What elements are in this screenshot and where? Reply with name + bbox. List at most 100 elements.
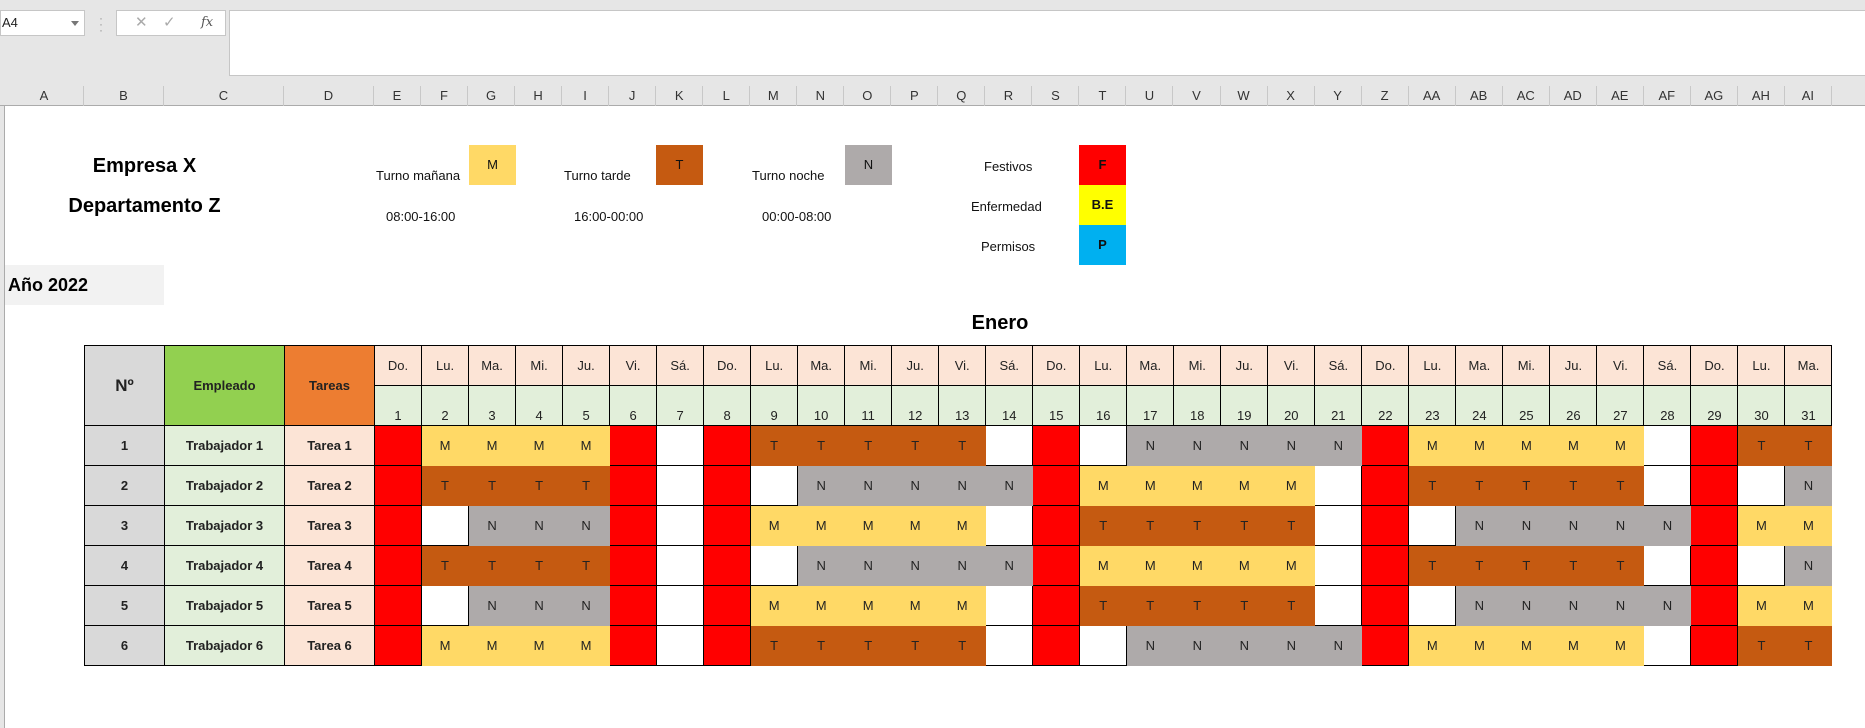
shift-cell[interactable] <box>1079 625 1128 666</box>
shift-cell[interactable] <box>1690 505 1739 546</box>
shift-cell[interactable]: T <box>1079 585 1128 626</box>
task-cell[interactable]: Tarea 3 <box>284 505 375 546</box>
shift-cell[interactable]: N <box>1784 545 1833 586</box>
shift-cell[interactable] <box>985 425 1034 466</box>
weekday-header[interactable]: Sá. <box>985 345 1034 386</box>
shift-cell[interactable]: M <box>797 505 846 546</box>
header-employee[interactable]: Empleado <box>164 345 285 426</box>
employee-number-cell[interactable]: 1 <box>84 425 165 466</box>
enter-icon[interactable]: ✓ <box>163 14 176 31</box>
weekday-header[interactable]: Vi. <box>609 345 658 386</box>
shift-cell[interactable]: M <box>1408 425 1457 466</box>
task-cell[interactable]: Tarea 2 <box>284 465 375 506</box>
column-header-e[interactable]: E <box>374 86 422 106</box>
shift-cell[interactable]: M <box>562 425 611 466</box>
shift-cell[interactable]: N <box>1502 585 1551 626</box>
shift-cell[interactable]: N <box>1126 625 1175 666</box>
shift-cell[interactable]: N <box>1784 465 1833 506</box>
shift-cell[interactable]: T <box>1408 465 1457 506</box>
shift-cell[interactable] <box>1737 465 1786 506</box>
shift-cell[interactable] <box>1361 625 1410 666</box>
shift-cell[interactable] <box>1408 505 1457 546</box>
shift-cell[interactable]: M <box>1784 585 1833 626</box>
shift-cell[interactable]: N <box>1502 505 1551 546</box>
task-cell[interactable]: Tarea 4 <box>284 545 375 586</box>
shift-cell[interactable] <box>1032 625 1081 666</box>
weekday-header[interactable]: Lu. <box>750 345 799 386</box>
shift-cell[interactable] <box>1361 505 1410 546</box>
column-header-v[interactable]: V <box>1174 86 1221 106</box>
weekday-header[interactable]: Ma. <box>797 345 846 386</box>
day-number-header[interactable]: 12 <box>891 385 940 426</box>
shift-cell[interactable]: M <box>938 505 987 546</box>
day-number-header[interactable]: 5 <box>562 385 611 426</box>
weekday-header[interactable]: Ju. <box>891 345 940 386</box>
day-number-header[interactable]: 20 <box>1267 385 1316 426</box>
day-number-header[interactable]: 31 <box>1784 385 1833 426</box>
shift-cell[interactable]: N <box>1220 425 1269 466</box>
shift-cell[interactable]: N <box>1126 425 1175 466</box>
shift-cell[interactable]: M <box>1455 425 1504 466</box>
shift-cell[interactable]: M <box>1455 625 1504 666</box>
employee-name-cell[interactable]: Trabajador 5 <box>164 585 285 626</box>
shift-cell[interactable]: T <box>562 545 611 586</box>
shift-cell[interactable]: M <box>1079 465 1128 506</box>
header-tasks[interactable]: Tareas <box>284 345 375 426</box>
shift-cell[interactable]: T <box>468 465 517 506</box>
shift-cell[interactable] <box>1361 465 1410 506</box>
shift-cell[interactable]: M <box>1220 465 1269 506</box>
day-number-header[interactable]: 10 <box>797 385 846 426</box>
weekday-header[interactable]: Sá. <box>1314 345 1363 386</box>
shift-cell[interactable] <box>1032 425 1081 466</box>
day-number-header[interactable]: 1 <box>373 385 423 426</box>
shift-cell[interactable]: N <box>797 465 846 506</box>
shift-cell[interactable]: N <box>797 545 846 586</box>
shift-cell[interactable]: M <box>844 505 893 546</box>
shift-cell[interactable]: T <box>1220 585 1269 626</box>
shift-cell[interactable] <box>1032 545 1081 586</box>
shift-cell[interactable]: T <box>1596 545 1645 586</box>
weekday-header[interactable]: Do. <box>1690 345 1739 386</box>
shift-cell[interactable] <box>656 465 705 506</box>
shift-cell[interactable] <box>609 465 658 506</box>
shift-cell[interactable]: N <box>1643 585 1692 626</box>
shift-cell[interactable]: N <box>1643 505 1692 546</box>
shift-cell[interactable] <box>1690 465 1739 506</box>
shift-cell[interactable] <box>1643 465 1692 506</box>
shift-cell[interactable] <box>421 505 470 546</box>
day-number-header[interactable]: 23 <box>1408 385 1457 426</box>
shift-cell[interactable]: T <box>1220 505 1269 546</box>
shift-cell[interactable] <box>1032 465 1081 506</box>
column-header-r[interactable]: R <box>985 86 1033 106</box>
shift-cell[interactable] <box>656 625 705 666</box>
shift-cell[interactable]: M <box>750 585 799 626</box>
column-header-h[interactable]: H <box>515 86 563 106</box>
shift-cell[interactable] <box>656 425 705 466</box>
day-number-header[interactable]: 30 <box>1737 385 1786 426</box>
shift-cell[interactable]: T <box>891 625 940 666</box>
day-number-header[interactable]: 22 <box>1361 385 1410 426</box>
day-number-header[interactable]: 15 <box>1032 385 1081 426</box>
column-header-b[interactable]: B <box>84 86 164 106</box>
shift-cell[interactable] <box>1690 585 1739 626</box>
shift-cell[interactable]: T <box>938 625 987 666</box>
shift-cell[interactable]: M <box>468 425 517 466</box>
shift-cell[interactable]: T <box>1079 505 1128 546</box>
shift-cell[interactable]: T <box>1408 545 1457 586</box>
header-number[interactable]: Nº <box>84 345 165 426</box>
column-header-i[interactable]: I <box>562 86 610 106</box>
shift-cell[interactable] <box>703 585 752 626</box>
shift-cell[interactable] <box>985 585 1034 626</box>
column-header-w[interactable]: W <box>1221 86 1268 106</box>
weekday-header[interactable]: Lu. <box>1737 345 1786 386</box>
day-number-header[interactable]: 7 <box>656 385 705 426</box>
column-header-ai[interactable]: AI <box>1785 86 1832 106</box>
shift-cell[interactable]: T <box>1549 465 1598 506</box>
column-header-y[interactable]: Y <box>1315 86 1362 106</box>
shift-cell[interactable] <box>1079 425 1128 466</box>
cancel-icon[interactable]: ✕ <box>135 14 148 31</box>
shift-cell[interactable] <box>1643 425 1692 466</box>
shift-cell[interactable]: N <box>515 585 564 626</box>
weekday-header[interactable]: Ma. <box>1784 345 1833 386</box>
day-number-header[interactable]: 11 <box>844 385 893 426</box>
